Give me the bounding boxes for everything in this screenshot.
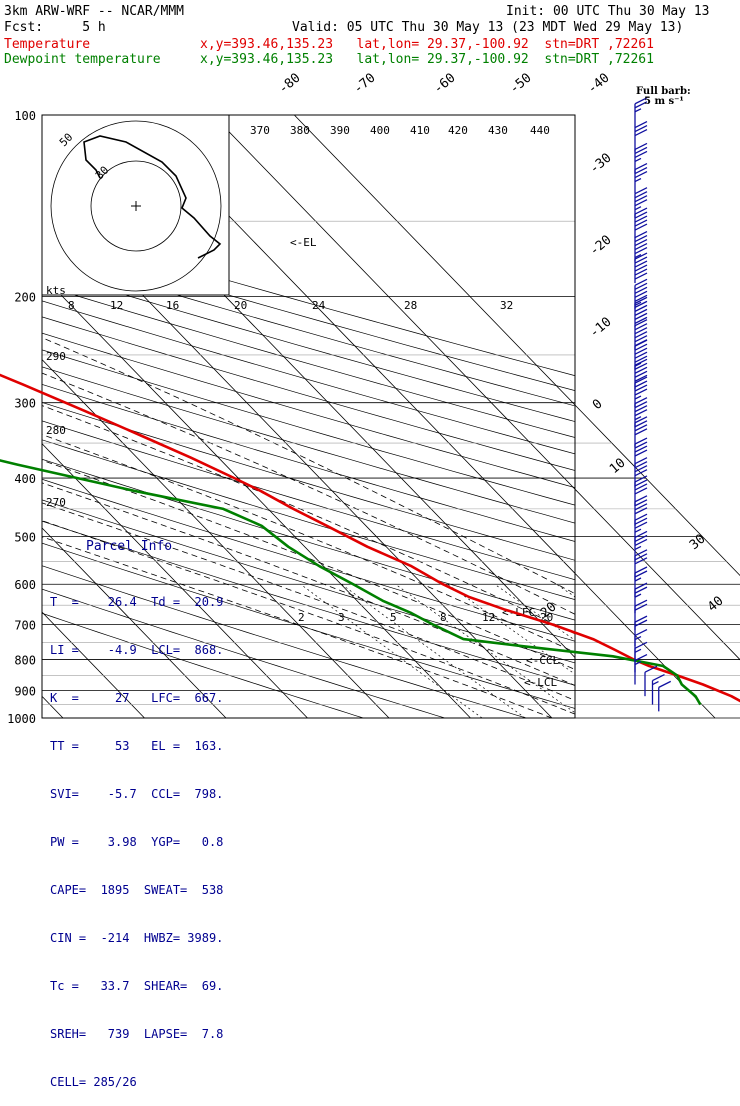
pressure-tick-label: 900 xyxy=(14,684,36,698)
isotherm-label: -80 xyxy=(276,70,304,97)
pressure-tick-label: 1000 xyxy=(7,712,36,726)
mixing-ratio-label: 2 xyxy=(298,611,305,624)
wind-barb xyxy=(645,666,657,696)
speed-axis-label: 28 xyxy=(404,299,417,312)
parcel-row: LI = -4.9 LCL= 868. xyxy=(50,642,223,658)
isotherm-line xyxy=(213,115,740,718)
wind-barb xyxy=(659,681,671,711)
mixing-ratio-line xyxy=(448,584,638,718)
parcel-row: PW = 3.98 YGP= 0.8 xyxy=(50,834,223,850)
dry-adiabat-label: 270 xyxy=(46,496,66,509)
dry-adiabat-label: 380 xyxy=(290,124,310,137)
pressure-tick-label: 100 xyxy=(14,109,36,123)
parcel-info-title: Parcel Info xyxy=(86,539,172,554)
wind-barb xyxy=(635,550,647,580)
mixing-ratio-label: 3 xyxy=(338,611,345,624)
parcel-row: T = 26.4 Td = 20.9 xyxy=(50,594,223,610)
parcel-info-table: T = 26.4 Td = 20.9 LI = -4.9 LCL= 868. K… xyxy=(50,562,223,1106)
parcel-row: SVI= -5.7 CCL= 798. xyxy=(50,786,223,802)
wind-barb-half xyxy=(635,578,641,581)
pressure-tick-label: 600 xyxy=(14,578,36,592)
level-marker-label: <-CCL xyxy=(526,654,559,667)
dry-adiabat-label: 370 xyxy=(250,124,270,137)
speed-axis-label: 8 xyxy=(68,299,75,312)
isotherm-label: -30 xyxy=(587,150,615,177)
isotherm-label: 10 xyxy=(607,456,629,478)
level-marker-label: <-LCL xyxy=(524,676,557,689)
parcel-row: SREH= 739 LAPSE= 7.8 xyxy=(50,1026,223,1042)
wind-barb-half xyxy=(635,207,641,210)
parcel-row: Tc = 33.7 SHEAR= 69. xyxy=(50,978,223,994)
isotherm-label: -70 xyxy=(351,70,379,97)
speed-axis-label: 12 xyxy=(110,299,123,312)
isotherm-label: -50 xyxy=(507,70,535,97)
dry-adiabat-label: 290 xyxy=(46,350,66,363)
dry-adiabat-label: 280 xyxy=(46,424,66,437)
wind-barb-half xyxy=(635,637,641,640)
wind-barb-half xyxy=(653,682,659,685)
parcel-row: K = 27 LFC= 667. xyxy=(50,690,223,706)
wind-barb-full xyxy=(659,681,671,687)
wind-barb-half xyxy=(635,546,641,549)
speed-axis-label: 20 xyxy=(234,299,247,312)
parcel-row: CELL= 285/26 xyxy=(50,1074,223,1090)
hodograph-unit-label: kts xyxy=(46,284,66,297)
dry-adiabat-label: 440 xyxy=(530,124,550,137)
wind-key-units: 5 m s⁻¹ xyxy=(644,96,684,107)
dry-adiabat-label: 400 xyxy=(370,124,390,137)
wind-barb-half xyxy=(635,594,641,597)
dry-adiabat-label: 420 xyxy=(448,124,468,137)
mixing-ratio-label: 12 xyxy=(482,611,495,624)
pressure-tick-label: 700 xyxy=(14,619,36,633)
pressure-tick-label: 500 xyxy=(14,530,36,544)
speed-axis-label: 24 xyxy=(312,299,326,312)
wind-barb-half xyxy=(635,158,641,161)
isotherm-label: 40 xyxy=(705,594,727,616)
pressure-tick-label: 200 xyxy=(14,291,36,305)
wind-barb-full xyxy=(635,630,647,636)
wind-barb-half xyxy=(635,109,641,112)
isotherm-label: -40 xyxy=(585,70,613,97)
parcel-row: TT = 53 EL = 163. xyxy=(50,738,223,754)
dry-adiabat-label: 390 xyxy=(330,124,350,137)
wind-barb xyxy=(635,253,647,283)
level-marker-label: <-EL xyxy=(290,236,317,249)
isotherm-label: -10 xyxy=(587,314,615,341)
isotherm-label: -60 xyxy=(431,70,459,97)
wind-barb-half xyxy=(635,396,641,399)
wind-barb xyxy=(635,232,647,262)
pressure-tick-label: 300 xyxy=(14,397,36,411)
dry-adiabat-label: 410 xyxy=(410,124,430,137)
pressure-tick-label: 400 xyxy=(14,472,36,486)
wind-barb-half xyxy=(635,529,641,532)
mixing-ratio-line xyxy=(341,584,525,718)
wind-barbs xyxy=(635,98,671,712)
isotherm-label: -20 xyxy=(587,232,615,259)
wind-barb-half xyxy=(635,649,641,652)
isotherm-label: 0 xyxy=(590,397,606,414)
pressure-tick-label: 800 xyxy=(14,654,36,668)
speed-axis-label: 32 xyxy=(500,299,513,312)
wind-barb-half xyxy=(635,417,641,420)
wind-barb-half xyxy=(635,179,641,182)
isotherm-label: 30 xyxy=(687,532,709,554)
mixing-ratio-label: 5 xyxy=(390,611,397,624)
dry-adiabat-label: 430 xyxy=(488,124,508,137)
parcel-row: CIN = -214 HWBZ= 3989. xyxy=(50,930,223,946)
mixing-ratio-label: 8 xyxy=(440,611,447,624)
wind-barb xyxy=(635,438,647,468)
parcel-row: CAPE= 1895 SWEAT= 538 xyxy=(50,882,223,898)
wind-barb xyxy=(635,208,647,238)
isotherm-line xyxy=(294,115,740,718)
speed-axis-label: 16 xyxy=(166,299,179,312)
